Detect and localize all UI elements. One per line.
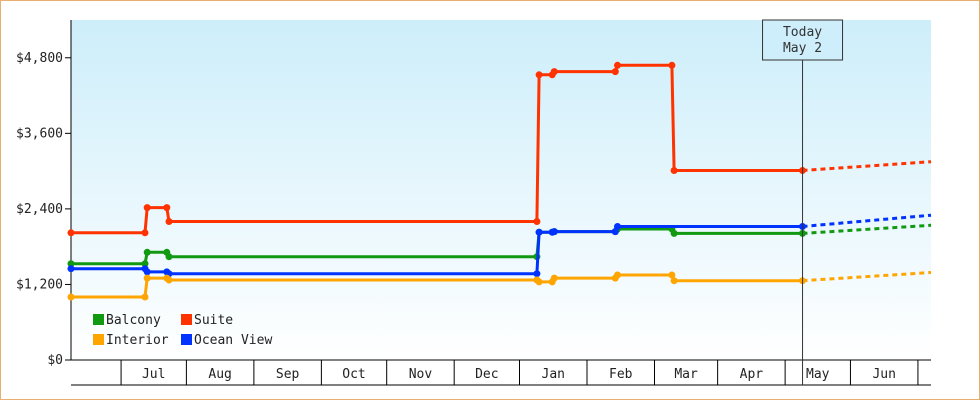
data-point[interactable] bbox=[670, 277, 678, 285]
y-tick-label: $2,400 bbox=[16, 202, 63, 217]
x-month-label: Jan bbox=[542, 367, 565, 382]
legend-label: Balcony bbox=[106, 313, 161, 328]
data-point[interactable] bbox=[535, 71, 543, 79]
legend: Balcony Suite Interior Ocean View bbox=[93, 313, 272, 348]
x-month-label: Jun bbox=[872, 367, 895, 382]
x-month-label: Jul bbox=[142, 367, 165, 382]
legend-swatch bbox=[93, 334, 104, 345]
data-point[interactable] bbox=[67, 229, 75, 237]
legend-swatch bbox=[181, 314, 192, 325]
data-point[interactable] bbox=[141, 293, 149, 301]
data-point[interactable] bbox=[550, 274, 558, 282]
y-tick-label: $3,600 bbox=[16, 126, 63, 141]
data-point[interactable] bbox=[165, 253, 173, 261]
data-point[interactable] bbox=[163, 204, 171, 212]
series-suite bbox=[67, 61, 932, 237]
data-point[interactable] bbox=[535, 228, 543, 236]
data-point[interactable] bbox=[143, 248, 151, 256]
legend-item[interactable]: Balcony bbox=[93, 313, 161, 328]
data-point[interactable] bbox=[614, 61, 621, 69]
data-point[interactable] bbox=[67, 265, 75, 273]
data-point[interactable] bbox=[670, 167, 678, 174]
data-point[interactable] bbox=[614, 271, 621, 279]
data-point[interactable] bbox=[550, 228, 558, 236]
legend-item[interactable]: Ocean View bbox=[181, 333, 272, 348]
data-point[interactable] bbox=[533, 270, 541, 278]
data-point[interactable] bbox=[141, 260, 149, 268]
today-date-label: May 2 bbox=[783, 41, 822, 56]
series-forecast-line bbox=[802, 271, 932, 283]
x-month-label: Dec bbox=[475, 367, 498, 382]
legend-label: Suite bbox=[194, 313, 233, 328]
data-point[interactable] bbox=[670, 229, 678, 237]
plot-area bbox=[71, 20, 931, 360]
series-forecast-line bbox=[802, 160, 932, 172]
x-month-label: Nov bbox=[409, 367, 433, 382]
series-layer bbox=[67, 61, 932, 301]
data-point[interactable] bbox=[535, 278, 543, 286]
legend-label: Interior bbox=[106, 333, 169, 348]
y-axis: $0 $1,200 $2,400 $3,600 $4,800 bbox=[16, 20, 72, 368]
today-label-box bbox=[762, 19, 844, 61]
data-point[interactable] bbox=[165, 276, 173, 284]
data-point[interactable] bbox=[550, 68, 558, 76]
today-label: Today bbox=[783, 25, 822, 40]
x-month-label: Aug bbox=[208, 367, 231, 382]
legend-item[interactable]: Suite bbox=[181, 313, 233, 328]
data-point[interactable] bbox=[67, 293, 75, 301]
data-point[interactable] bbox=[614, 223, 621, 230]
y-tick-label: $4,800 bbox=[16, 51, 63, 66]
data-point[interactable] bbox=[141, 229, 149, 237]
y-tick-label: $1,200 bbox=[16, 277, 63, 292]
data-point[interactable] bbox=[668, 271, 676, 279]
data-point[interactable] bbox=[533, 218, 541, 225]
legend-swatch bbox=[93, 314, 104, 325]
data-point[interactable] bbox=[611, 68, 619, 76]
x-month-label: Sep bbox=[276, 367, 300, 382]
data-point[interactable] bbox=[67, 260, 75, 268]
legend-label: Ocean View bbox=[194, 333, 272, 348]
legend-swatch bbox=[181, 334, 192, 345]
data-point[interactable] bbox=[143, 268, 151, 276]
x-month-label: Oct bbox=[342, 367, 365, 382]
x-month-label: Mar bbox=[674, 367, 698, 382]
series-interior bbox=[67, 271, 932, 301]
x-month-label: Apr bbox=[740, 367, 764, 382]
data-point[interactable] bbox=[143, 204, 151, 212]
series-ocean-view bbox=[67, 213, 932, 278]
data-point[interactable] bbox=[143, 274, 151, 282]
data-point[interactable] bbox=[165, 218, 173, 225]
x-axis: Jul Aug Sep Oct Nov Dec Jan Feb Mar Apr May Jun bbox=[71, 359, 931, 386]
x-month-label: Feb bbox=[609, 367, 633, 382]
legend-item[interactable]: Interior bbox=[93, 333, 169, 348]
y-tick-label: $0 bbox=[47, 353, 63, 368]
x-month-label: May bbox=[806, 367, 830, 382]
data-point[interactable] bbox=[668, 61, 676, 69]
series-forecast-line bbox=[802, 213, 932, 228]
series-forecast-line bbox=[802, 223, 932, 235]
